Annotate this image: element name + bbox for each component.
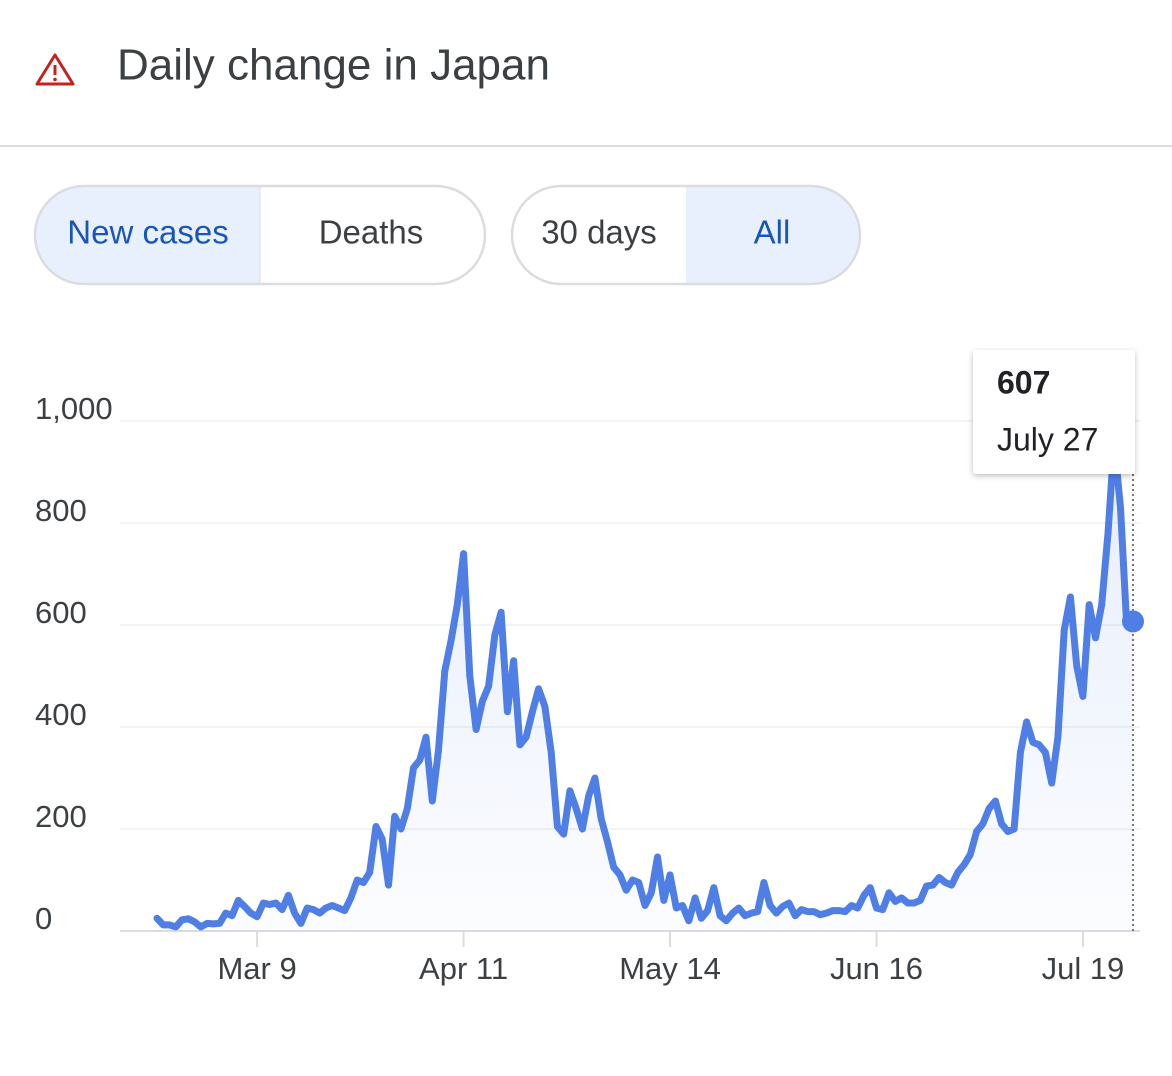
y-tick-label: 400 [35, 697, 87, 732]
x-tick-label: Jun 16 [830, 951, 923, 986]
x-tick-label: Jul 19 [1042, 951, 1125, 986]
selected-tab-bg [35, 186, 260, 284]
selected-tab-bg [686, 186, 860, 284]
y-tick-label: 1,000 [35, 391, 113, 426]
x-tick-label: May 14 [619, 951, 721, 986]
y-tick-label: 200 [35, 799, 87, 834]
tab[interactable]: 30 days [541, 214, 657, 251]
y-tick-label: 600 [35, 595, 87, 630]
divider [0, 145, 1172, 147]
tab[interactable]: New cases [67, 214, 228, 251]
hover-point [1122, 610, 1144, 633]
tooltip-date: July 27 [997, 421, 1098, 457]
x-tick-label: Apr 11 [419, 951, 508, 986]
chart: 0 200 400 600 800 1,000 Mar 9 Apr 11 May 14 Jun 1… [35, 350, 1144, 986]
pill [510, 184, 862, 286]
tab[interactable]: Deaths [319, 214, 424, 251]
tooltip [973, 350, 1135, 474]
tooltip-value: 607 [997, 364, 1050, 400]
pill [33, 184, 487, 286]
y-tick-label: 0 [35, 901, 52, 936]
y-tick-label: 800 [35, 493, 87, 528]
range-toggle: 30 days All [510, 184, 862, 286]
header-title: Daily change in Japan [117, 41, 550, 90]
line [153, 437, 1137, 931]
warning-icon [35, 53, 75, 86]
area [157, 441, 1133, 931]
tab[interactable]: All [754, 214, 791, 251]
x-tick-label: Mar 9 [217, 951, 296, 986]
metric-toggle: New cases Deaths [33, 184, 487, 286]
